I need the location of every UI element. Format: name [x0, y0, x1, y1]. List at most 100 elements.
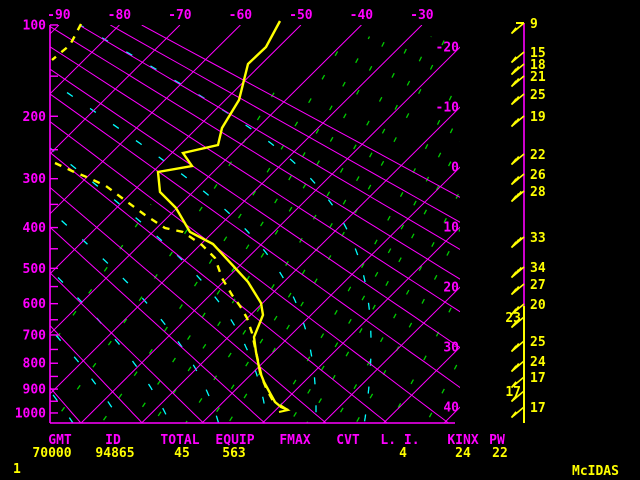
dry-adiabat-line — [50, 46, 460, 313]
temperature-right-label: 20 — [443, 281, 459, 296]
pressure-axis-label: 600 — [23, 297, 47, 312]
status-value-id: 94865 — [95, 446, 135, 461]
temperature-top-label: -90 — [47, 8, 71, 23]
pressure-axis-label: 700 — [23, 328, 47, 343]
wind-barb-half-tick — [516, 363, 520, 368]
status-value-equip: 563 — [222, 446, 246, 461]
wind-speed-label: 33 — [530, 231, 546, 246]
wind-barb-half-tick — [513, 56, 518, 61]
dry-adiabat-line — [50, 93, 460, 389]
isotherm-line — [80, 46, 460, 423]
temperature-top-label: -60 — [229, 8, 253, 23]
dry-adiabat-line — [50, 272, 205, 423]
moist-adiabat-line — [79, 25, 372, 423]
dry-adiabat-line — [50, 324, 143, 423]
wind-barb-half-tick — [516, 176, 520, 181]
temperature-right-label: -20 — [436, 41, 460, 56]
isotherm-line — [50, 25, 423, 395]
wind-barb-half-tick — [513, 381, 518, 386]
temperature-right-label: 0 — [451, 161, 459, 176]
isotherm-line — [201, 166, 460, 423]
temperature-right-label: -10 — [436, 101, 460, 116]
wind-speed-label: 18 — [530, 58, 546, 73]
wind-speed-label: 15 — [530, 46, 546, 61]
wind-speed-label: 22 — [530, 148, 546, 163]
status-label-cvt: CVT — [336, 433, 360, 448]
status-label-id: ID — [105, 433, 121, 448]
temperature-top-label: -70 — [168, 8, 192, 23]
dry-adiabat-line — [141, 25, 460, 198]
status-label-li: L. I. — [380, 433, 420, 448]
wind-speed-label: 26 — [530, 168, 546, 183]
pressure-axis-label: 300 — [23, 172, 47, 187]
wind-barb-half-tick — [516, 286, 520, 291]
wind-barb-full-tick — [516, 190, 522, 198]
temperature-top-label: -50 — [289, 8, 313, 23]
temperature-right-label: 30 — [443, 341, 459, 356]
status-label-equip: EQUIP — [215, 433, 255, 448]
dry-adiabat-line — [110, 25, 460, 223]
wind-speed-label: 19 — [530, 110, 546, 125]
wind-barb-half-tick — [513, 411, 518, 416]
isotherm-line — [383, 346, 460, 423]
status-label-gmt: GMT — [48, 433, 72, 448]
wind-speed-label: 34 — [530, 261, 546, 276]
isotherm-line — [262, 226, 460, 423]
isotherm-line — [141, 106, 460, 423]
pressure-axis-label: 500 — [23, 262, 47, 277]
isotherm-line — [322, 286, 460, 423]
wind-barb-full-tick — [513, 118, 520, 125]
wind-barb-full-tick — [513, 306, 520, 313]
status-value-total: 45 — [174, 446, 190, 461]
pressure-axis-label: 100 — [23, 18, 47, 33]
wind-speed-label: 25 — [530, 88, 546, 103]
wind-barb-full-tick — [513, 156, 520, 163]
isotherm-line — [50, 25, 181, 155]
sounding-traces — [51, 20, 291, 413]
isotherm-line — [50, 25, 362, 335]
isotherm-line — [50, 25, 120, 95]
wind-speed-label: 25 — [530, 335, 546, 350]
wind-barb-full-tick — [513, 66, 520, 73]
frame-number: 1 — [13, 462, 21, 477]
wind-barb-half-tick — [516, 96, 520, 101]
plot-frame — [49, 24, 455, 424]
wind-speed-label: 27 — [530, 278, 546, 293]
status-value-kinx: 24 — [455, 446, 471, 461]
mcidas-brand-label: McIDAS — [572, 464, 619, 479]
wind-barb-half-tick — [516, 319, 520, 324]
wind-speed-label: 21 — [530, 70, 546, 85]
wind-barb-full-tick — [510, 27, 517, 34]
pressure-axis-label: 400 — [23, 221, 47, 236]
mixing-ratio-line — [333, 189, 460, 423]
temperature-top-label: -40 — [350, 8, 374, 23]
dewpoint-trace — [54, 161, 278, 407]
temperature-right-label: 10 — [443, 221, 459, 236]
dry-adiabat-line — [50, 151, 388, 423]
wind-speed-label: 17 — [530, 371, 546, 386]
temperature-top-label: -30 — [410, 8, 434, 23]
mixing-ratio-line — [208, 36, 432, 423]
wind-barb-full-tick — [513, 78, 520, 85]
dry-adiabat-line — [50, 226, 266, 423]
wind-speed-label: 24 — [530, 355, 546, 370]
dry-adiabat-line — [50, 25, 460, 280]
dry-adiabat-line — [78, 25, 460, 250]
status-value-gmt: 70000 — [32, 446, 72, 461]
status-label-kinx: KINX — [447, 433, 479, 448]
status-value-li: 4 — [399, 446, 407, 461]
dry-adiabat-line — [50, 68, 460, 349]
wind-speed-label: 17 — [505, 385, 521, 400]
mixing-ratio-line — [289, 111, 460, 423]
status-label-fmax: FMAX — [279, 433, 311, 448]
wind-barb-half-tick — [518, 237, 523, 242]
pressure-axis-label: 900 — [23, 383, 47, 398]
wind-speed-label: 20 — [530, 298, 546, 313]
status-label-pw: PW — [489, 433, 505, 448]
pressure-axis-label: 200 — [23, 110, 47, 125]
status-label-total: TOTAL — [160, 433, 200, 448]
